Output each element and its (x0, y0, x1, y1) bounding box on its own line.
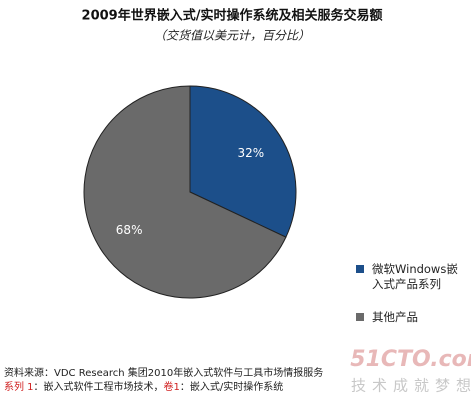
source-text: 系列 1 (4, 382, 34, 393)
legend-swatch (356, 265, 364, 273)
source-text: ：嵌入式软件工程市场技术， (33, 382, 164, 393)
data-label: 32% (238, 146, 265, 160)
pie-slice (189, 85, 297, 238)
source-note: 资料来源：VDC Research 集团2010年嵌入式软件与工具市场情报服务 … (4, 367, 334, 395)
watermark-site: 51CTO.com (350, 347, 471, 372)
chart-title: 2009年世界嵌入式/实时操作系统及相关服务交易额 (82, 8, 383, 24)
legend-label: 微软Windows嵌入式产品系列 (372, 262, 458, 291)
chart-subtitle: （交货值以美元计，百分比） (154, 29, 310, 43)
pie-slice (83, 85, 287, 299)
source-text: 卷1 (163, 382, 180, 393)
legend-label: 其他产品 (372, 310, 418, 324)
watermark-slogan: 技术成就梦想 (351, 377, 471, 395)
data-label: 68% (116, 223, 143, 237)
legend-swatch (356, 313, 364, 321)
source-text: ：嵌入式/实时操作系统 (179, 382, 284, 393)
source-text: 资料来源：VDC Research 集团2010年嵌入式软件与工具市场情报服务 (4, 368, 324, 379)
